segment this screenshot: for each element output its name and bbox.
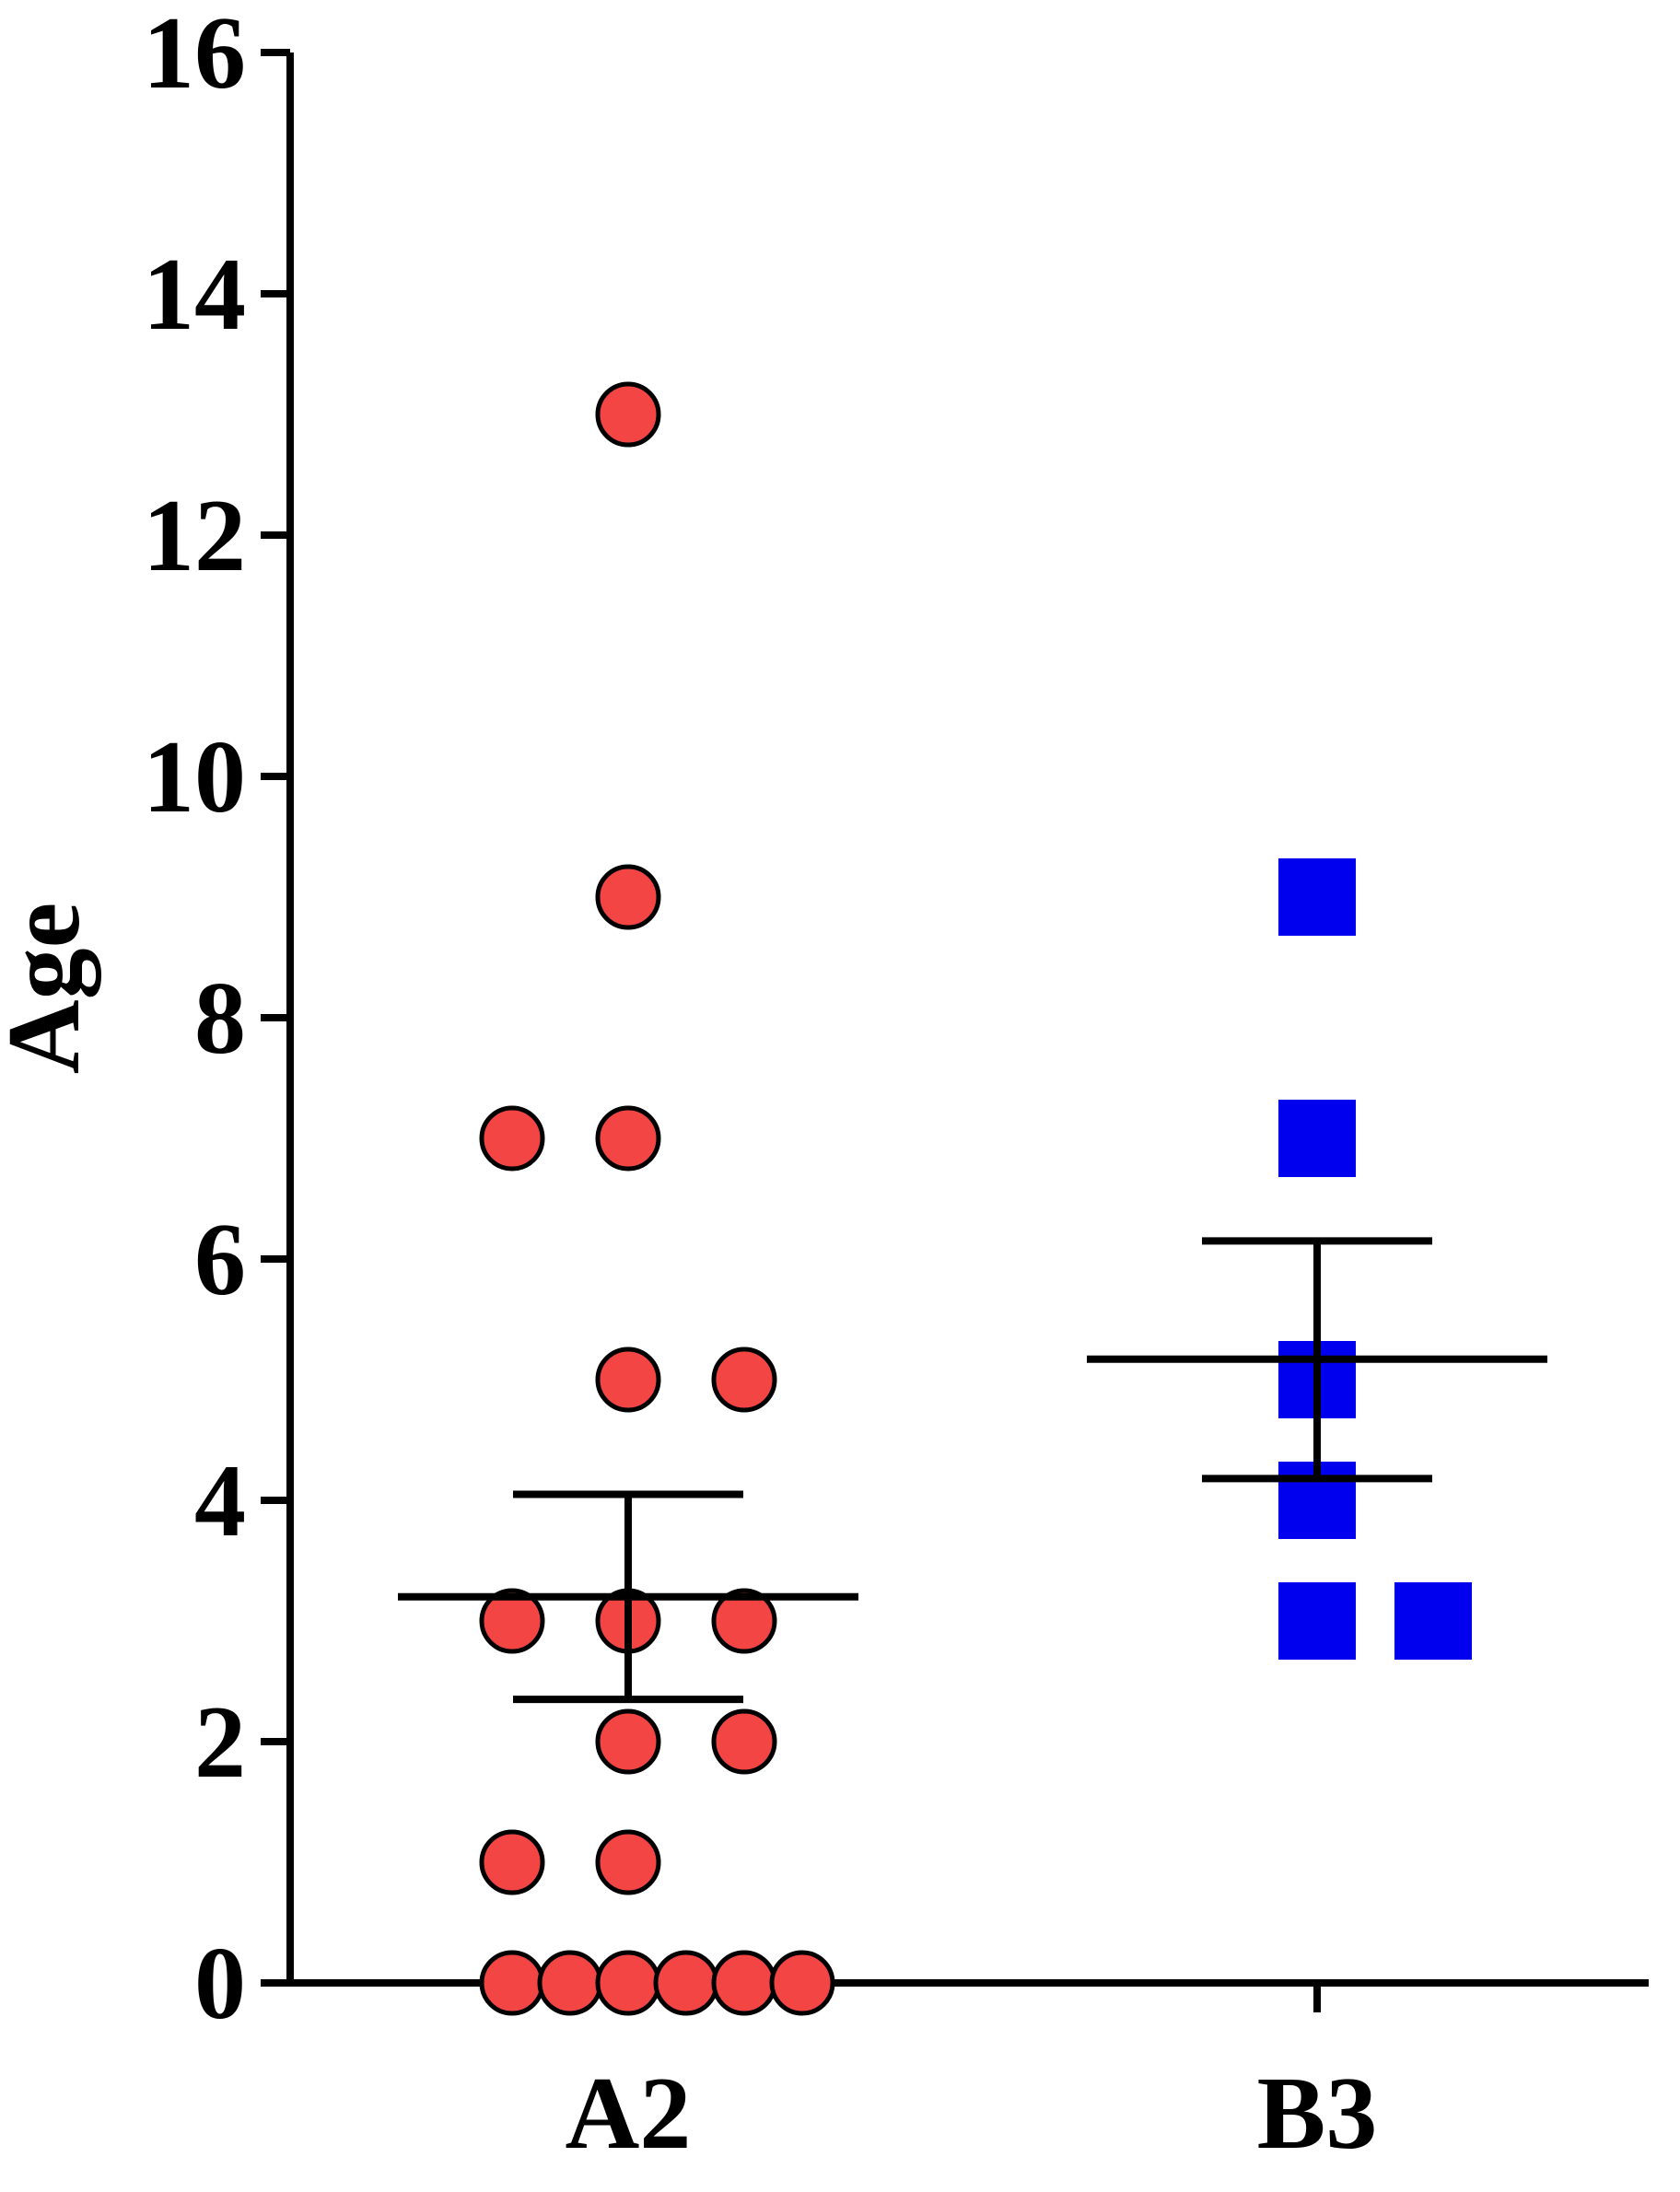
data-point-a2: [537, 1950, 603, 2016]
mean-sem-bars: [398, 1237, 1547, 1704]
data-point-a2: [479, 1588, 545, 1654]
data-point-a2: [711, 1708, 777, 1775]
y-tick-label: 0: [194, 1927, 246, 2041]
y-tick-label: 6: [194, 1203, 246, 1317]
data-point-a2: [595, 1105, 661, 1172]
data-point-a2: [769, 1950, 835, 2016]
y-tick-label: 4: [194, 1444, 246, 1558]
data-point-a2: [595, 381, 661, 448]
y-ticks: 0 2 4 6 8 10 12 14 16: [143, 0, 290, 2041]
y-tick-label: 10: [143, 720, 246, 834]
data-point-a2: [595, 1347, 661, 1413]
x-tick-label-b3: B3: [1257, 2057, 1378, 2171]
data-point-b3: [1278, 1100, 1356, 1177]
data-point-a2: [479, 1105, 545, 1172]
x-tick-label-a2: A2: [566, 2057, 692, 2171]
data-point-b3: [1394, 1582, 1472, 1660]
y-tick-label: 14: [143, 238, 246, 352]
data-point-a2: [479, 1950, 545, 2016]
data-point-b3: [1278, 1582, 1356, 1660]
data-point-a2: [653, 1950, 719, 2016]
y-tick-label: 2: [194, 1685, 246, 1800]
y-tick-label: 12: [143, 479, 246, 593]
y-tick-label: 8: [194, 962, 246, 1076]
y-axis-title: Age: [0, 903, 101, 1075]
data-points: [479, 381, 1472, 2016]
data-point-b3: [1278, 858, 1356, 936]
data-point-a2: [479, 1829, 545, 1895]
data-point-a2: [595, 1950, 661, 2016]
axes: [286, 52, 1649, 1987]
data-point-a2: [711, 1588, 777, 1654]
data-point-a2: [711, 1347, 777, 1413]
data-point-a2: [595, 1708, 661, 1775]
y-tick-label: 16: [143, 0, 246, 111]
data-point-a2: [711, 1950, 777, 2016]
data-point-a2: [595, 1829, 661, 1895]
data-point-a2: [595, 864, 661, 930]
